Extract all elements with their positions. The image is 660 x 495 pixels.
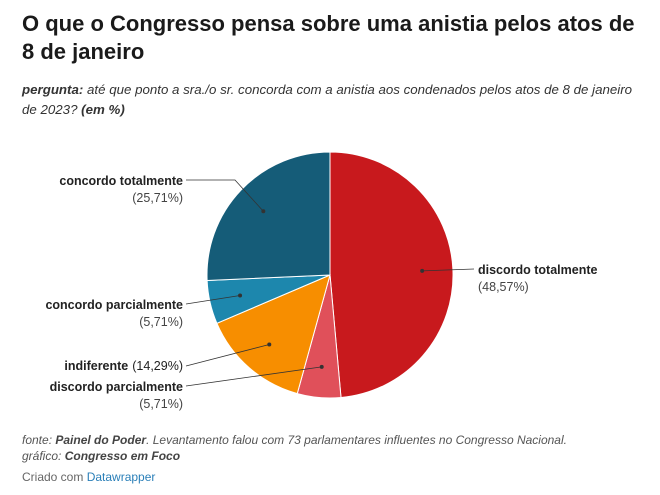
credit-line: Criado com Datawrapper xyxy=(22,470,155,484)
graphic-lead: gráfico: xyxy=(22,449,62,463)
indiferente-value: (14,29%) xyxy=(132,359,183,373)
connector-line-concordo-totalmente xyxy=(186,179,264,212)
chart-subtitle: pergunta: até que ponto a sra./o sr. con… xyxy=(22,80,642,120)
slice-label-concordo-totalmente: concordo totalmente xyxy=(59,174,183,188)
source-text: . Levantamento falou com 73 parlamentare… xyxy=(146,433,567,447)
pie-slices xyxy=(206,151,454,399)
slice-label-indiferente: indiferente (14,29%) xyxy=(64,359,183,373)
connector-line-discordo-totalmente xyxy=(422,268,475,272)
connector-line-indiferente xyxy=(185,344,270,367)
slice-label-discordo-totalmente: discordo totalmente xyxy=(478,263,598,277)
connector-line-discordo-parcialmente xyxy=(185,366,322,387)
credit-text: Criado com xyxy=(22,470,84,484)
slice-value-concordo-parcialmente: (5,71%) xyxy=(139,315,183,329)
pie-slice-indiferente xyxy=(216,274,331,395)
chart-notes: fonte: Painel do Poder. Levantamento fal… xyxy=(22,432,642,464)
source-name: Painel do Poder xyxy=(55,433,147,447)
connector-line-concordo-parcialmente xyxy=(185,295,241,305)
graphic-line: gráfico: Congresso em Foco xyxy=(22,448,642,464)
chart-title: O que o Congresso pensa sobre uma anisti… xyxy=(22,11,635,64)
source-lead: fonte: xyxy=(22,433,53,447)
label-connectors xyxy=(185,179,475,387)
slice-value-discordo-totalmente: (48,57%) xyxy=(478,280,529,294)
graphic-name: Congresso em Foco xyxy=(64,449,181,463)
slice-label-discordo-parcialmente: discordo parcialmente xyxy=(50,380,183,394)
subtitle-text: até que ponto a sra./o sr. concorda com … xyxy=(22,82,633,117)
slice-value-discordo-parcialmente: (5,71%) xyxy=(139,397,183,411)
pie-slice-discordo-totalmente xyxy=(329,151,454,399)
indiferente-label: indiferente xyxy=(64,359,128,373)
slice-value-concordo-totalmente: (25,71%) xyxy=(132,191,183,205)
subtitle-unit: (em %) xyxy=(81,102,125,117)
slice-label-concordo-parcialmente: concordo parcialmente xyxy=(45,298,183,312)
pie-chart: discordo totalmente (48,57%) discordo pa… xyxy=(45,151,598,411)
source-line: fonte: Painel do Poder. Levantamento fal… xyxy=(22,432,642,448)
subtitle-lead: pergunta: xyxy=(22,82,84,97)
pie-slice-concordo-totalmente xyxy=(206,151,331,282)
datawrapper-link[interactable]: Datawrapper xyxy=(86,470,156,484)
